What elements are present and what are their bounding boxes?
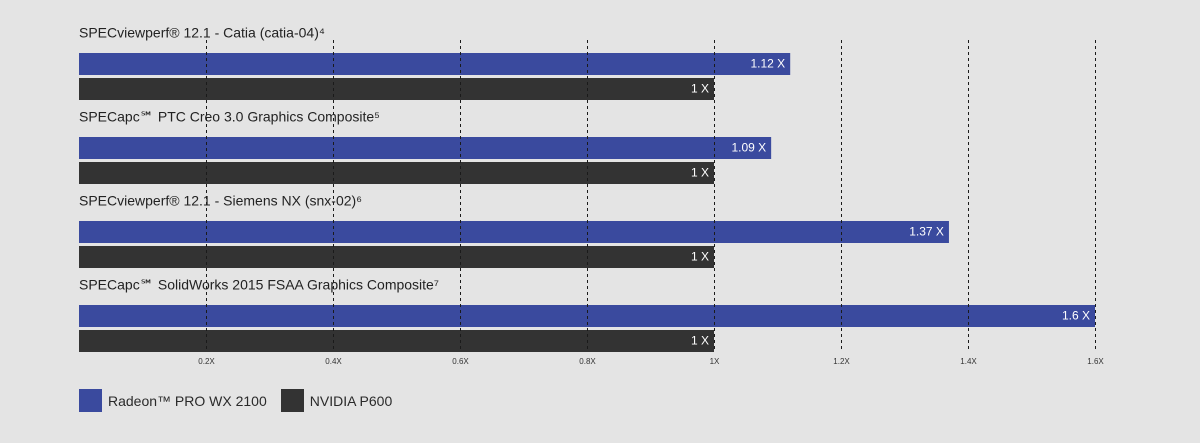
bar-value-label: 1 X — [691, 166, 709, 180]
bar-nvidia — [79, 162, 714, 184]
bar-radeon — [79, 53, 791, 75]
category-label: SPECapc℠ SolidWorks 2015 FSAA Graphics C… — [79, 277, 439, 293]
bar-value-label: 1 X — [691, 82, 709, 96]
legend-label-nvidia: NVIDIA P600 — [309, 392, 393, 409]
x-tick-label: 1.4X — [960, 357, 977, 366]
gridlines-group — [206, 40, 1096, 352]
bar-nvidia — [79, 330, 714, 352]
legend-swatch-radeon — [79, 389, 102, 412]
bar-radeon — [79, 221, 949, 243]
bar-value-label: 1.09 X — [731, 141, 766, 155]
legend-swatch-nvidia — [280, 389, 304, 412]
x-tick-label: 0.8X — [579, 357, 596, 366]
x-tick-label: 0.2X — [198, 357, 215, 366]
category-label: SPECviewperf® 12.1 - Catia (catia-04)⁴ — [79, 25, 325, 41]
x-tick-label: 1X — [710, 357, 720, 366]
category-label: SPECapc℠ PTC Creo 3.0 Graphics Composite… — [79, 109, 380, 125]
x-tick-label: 0.4X — [325, 357, 342, 366]
x-tick-label: 1.6X — [1087, 357, 1104, 366]
labels-group: SPECviewperf® 12.1 - Catia (catia-04)⁴ 1.… — [79, 25, 1104, 366]
legend-label-radeon: Radeon™ PRO WX 2100 — [108, 392, 267, 409]
x-tick-label: 1.2X — [833, 357, 850, 366]
chart-legend: Radeon™ PRO WX 2100 NVIDIA P600 — [79, 389, 406, 412]
bar-value-label: 1 X — [691, 250, 709, 264]
bar-radeon — [79, 137, 772, 159]
bar-nvidia — [79, 246, 714, 268]
legend-item-nvidia: NVIDIA P600 — [280, 389, 393, 412]
x-tick-label: 0.6X — [452, 357, 469, 366]
bar-nvidia — [79, 78, 714, 100]
bar-value-label: 1.6 X — [1062, 309, 1090, 323]
bar-value-label: 1.12 X — [750, 57, 785, 71]
bar-value-label: 1.37 X — [909, 225, 944, 239]
legend-item-radeon: Radeon™ PRO WX 2100 — [79, 389, 267, 412]
bar-value-label: 1 X — [691, 334, 709, 348]
category-label: SPECviewperf® 12.1 - Siemens NX (snx-02)… — [79, 193, 362, 209]
